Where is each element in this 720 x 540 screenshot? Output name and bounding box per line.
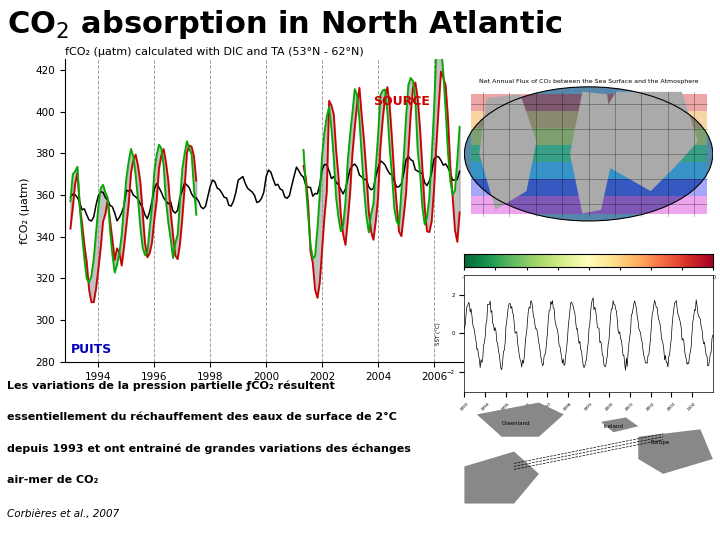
Text: Les variations de la pression partielle ƒCO₂ résultent: Les variations de la pression partielle … [7,381,335,391]
Ellipse shape [464,87,713,221]
Text: air-mer de CO₂: air-mer de CO₂ [7,475,99,485]
Polygon shape [464,451,539,503]
Bar [471,111,706,129]
Polygon shape [638,429,713,474]
Bar [471,145,706,163]
Text: depuis 1993 et ont entrainé de grandes variations des échanges: depuis 1993 et ont entrainé de grandes v… [7,443,411,454]
Text: SOURCE: SOURCE [373,95,430,109]
Text: Iceland: Iceland [603,424,624,429]
Text: Greenland: Greenland [502,421,531,426]
Text: essentiellement du réchauffement des eaux de surface de 2°C: essentiellement du réchauffement des eau… [7,412,397,422]
Y-axis label: fCO₂ (μatm): fCO₂ (μatm) [19,177,30,244]
Bar [471,179,706,197]
Text: CO$_2$ absorption in North Atlantic: CO$_2$ absorption in North Atlantic [7,8,563,41]
Text: PUITS: PUITS [71,343,112,356]
Y-axis label: SST (°C): SST (°C) [436,322,441,345]
Title: Net Annual Flux of CO₂ between the Sea Surface and the Atmosphere: Net Annual Flux of CO₂ between the Sea S… [479,79,698,84]
Bar [471,129,706,145]
Bar [471,163,706,179]
Text: Corbières et al., 2007: Corbières et al., 2007 [7,509,120,519]
Polygon shape [601,417,638,432]
Text: Net Flux (moles CO$_2$ m$^{-2}$ year$^{-1}$): Net Flux (moles CO$_2$ m$^{-2}$ year$^{-… [536,292,641,302]
Text: fCO₂ (μatm) calculated with DIC and TA (53°N - 62°N): fCO₂ (μatm) calculated with DIC and TA (… [65,47,364,57]
Polygon shape [601,92,698,191]
Polygon shape [477,403,564,437]
Bar [471,197,706,213]
Polygon shape [570,92,613,213]
Polygon shape [480,94,536,210]
Bar [471,94,706,111]
Text: Europe: Europe [651,440,670,445]
